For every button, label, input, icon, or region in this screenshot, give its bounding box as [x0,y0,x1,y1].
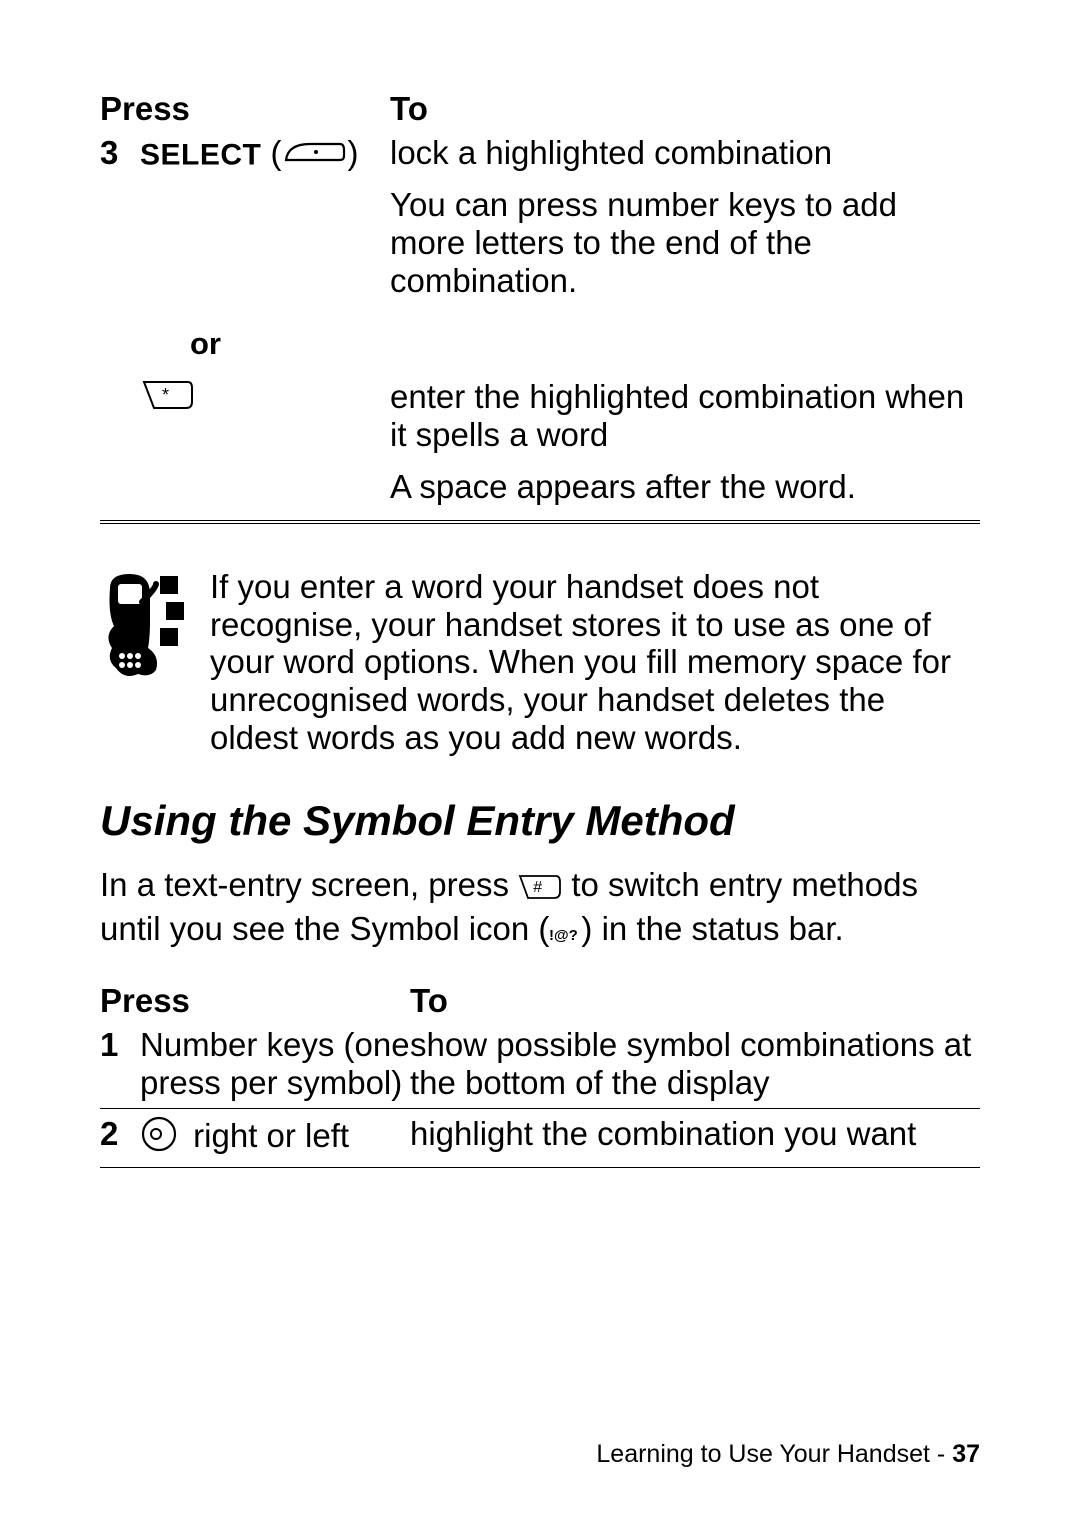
table1-end-rule [100,520,980,524]
svg-text:*: * [162,385,169,405]
star-to-line1: enter the highlighted combination when i… [390,378,980,454]
table1-row-star: * enter the highlighted combination when… [100,372,980,512]
t2-step-2: 2 [100,1115,140,1161]
table1-header-to: To [390,90,980,128]
section-heading: Using the Symbol Entry Method [100,797,980,845]
paren-close: ) [348,134,359,171]
page-footer: Learning to Use Your Handset - 37 [596,1440,980,1469]
page-number: 37 [952,1440,980,1468]
note-block: If you enter a word your handset does no… [100,568,980,758]
table2-rule-2 [100,1167,980,1168]
row3-to-line1: lock a highlighted combination [390,134,980,172]
intro-paragraph: In a text-entry screen, press # to switc… [100,865,980,952]
or-separator: or [100,306,980,372]
t2-to-2: highlight the combination you want [410,1115,980,1161]
t2-press-2-text: right or left [184,1117,349,1154]
svg-text:!@?: !@? [549,927,578,944]
footer-text: Learning to Use Your Handset - [596,1440,952,1468]
select-label: SELECT [140,138,261,171]
tip-icon [100,568,210,758]
step-number-3: 3 [100,134,140,300]
t2-press-2: right or left [140,1115,410,1161]
step-number-blank [100,378,140,506]
star-to-line2: A space appears after the word. [390,468,980,506]
table2-row-2: 2 right or left highlight the combinatio… [100,1109,980,1167]
table2-header-row: Press To [100,982,980,1020]
table1-row-3: 3 SELECT () lock a highlighted combinati… [100,128,980,306]
press-cell-star: * [140,378,390,506]
note-text: If you enter a word your handset does no… [210,568,980,758]
table1-header-press: Press [100,90,390,128]
intro-part1: In a text-entry screen, press [100,866,518,903]
softkey-icon [282,136,348,174]
table2-row-1: 1 Number keys (one press per symbol) sho… [100,1020,980,1108]
t2-press-1: Number keys (one press per symbol) [140,1026,410,1102]
table2-header-to: To [410,982,980,1020]
t2-to-1: show possible symbol combinations at the… [410,1026,980,1102]
to-cell-row3: lock a highlighted combination You can p… [390,134,980,300]
star-key-icon: * [140,378,196,420]
press-cell-select: SELECT () [140,134,390,300]
to-cell-star: enter the highlighted combination when i… [390,378,980,506]
press-to-table-1: Press To 3 SELECT () lock a highlighted … [100,90,980,524]
paren-open: ( [271,134,282,171]
hash-key-icon: # [518,869,562,909]
intro-part3: ) in the status bar. [581,910,843,947]
t2-step-1: 1 [100,1026,140,1102]
symbol-mode-icon: !@? [549,913,581,953]
table1-header-row: Press To [100,90,980,128]
press-to-table-2: Press To 1 Number keys (one press per sy… [100,982,980,1168]
row3-to-para: You can press number keys to add more le… [390,186,980,300]
table2-header-press: Press [100,982,410,1020]
svg-text:#: # [533,879,543,896]
nav-key-icon [140,1115,178,1161]
